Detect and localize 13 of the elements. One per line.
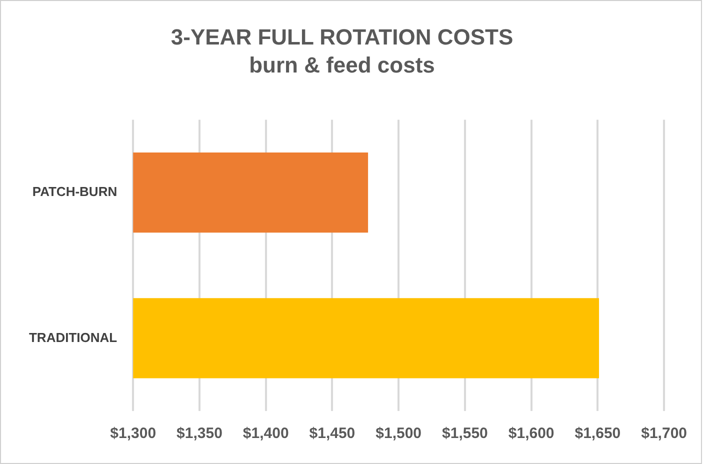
x-tick-label: $1,300 xyxy=(110,425,156,442)
y-tick-label: TRADITIONAL xyxy=(28,330,118,345)
x-tick-label: $1,600 xyxy=(508,425,554,442)
x-tick-label: $1,550 xyxy=(442,425,488,442)
y-tick-label: PATCH-BURN xyxy=(32,184,118,200)
x-tick-label: $1,350 xyxy=(176,425,222,442)
x-tick-label: $1,700 xyxy=(641,425,688,442)
x-tick-label: $1,650 xyxy=(574,425,621,442)
x-tick-label: $1,450 xyxy=(309,425,356,442)
x-tick-label: $1,500 xyxy=(376,425,422,442)
chart-title: 3-YEAR FULL ROTATION COSTS xyxy=(170,24,514,50)
chart-subtitle: burn & feed costs xyxy=(249,52,435,78)
x-tick-label: $1,400 xyxy=(242,425,289,442)
